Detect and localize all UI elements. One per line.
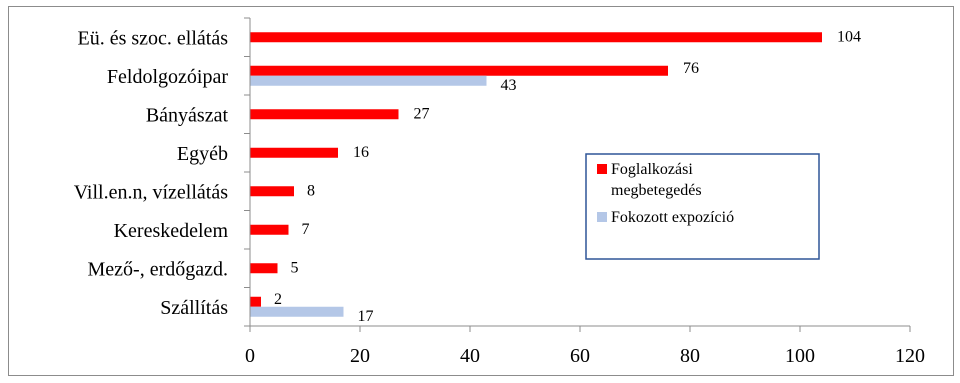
category-label: Kereskedelem [114, 220, 229, 242]
x-tick-label: 60 [570, 345, 590, 367]
x-tick-label: 20 [350, 345, 370, 367]
legend-swatch [597, 164, 607, 174]
axes-group: 0 20 40 60 80 100 120 [244, 17, 925, 367]
bar-foglalkozási-megbetegedés [250, 263, 278, 274]
data-label: 2 [274, 291, 282, 308]
bar-foglalkozási-megbetegedés [250, 147, 338, 158]
bar-foglalkozási-megbetegedés [250, 109, 399, 120]
legend-swatch [597, 212, 607, 222]
category-label: Bányászat [146, 104, 229, 126]
x-tick-label: 80 [680, 345, 700, 367]
bar-foglalkozási-megbetegedés [250, 224, 289, 235]
data-label: 5 [291, 259, 299, 276]
category-label: Vill.en.n, vízellátás [74, 181, 229, 203]
data-label: 17 [358, 308, 374, 325]
category-label: Szállítás [160, 297, 228, 319]
bar-foglalkozási-megbetegedés [250, 65, 668, 76]
legend-label: Fokozott expozíció [611, 209, 734, 226]
bar-fokozott-expozíció [250, 75, 487, 86]
data-label: 76 [683, 60, 699, 77]
data-label: 27 [414, 105, 430, 122]
bar-foglalkozási-megbetegedés [250, 296, 261, 307]
legend-box [585, 153, 820, 260]
bar-foglalkozási-megbetegedés [250, 32, 822, 43]
category-label: Egyéb [177, 143, 228, 165]
data-label: 8 [307, 182, 315, 199]
x-tick-label: 120 [895, 345, 925, 367]
category-label: Mező-, erdőgazd. [88, 258, 229, 280]
legend: Foglalkozási megbetegedés Fokozott expozíc… [585, 153, 820, 260]
data-label: 104 [837, 28, 861, 45]
x-tick-label: 40 [460, 345, 480, 367]
category-label: Eü. és szoc. ellátás [78, 27, 229, 49]
legend-label: Foglalkozási [611, 161, 693, 178]
data-label: 7 [302, 221, 310, 238]
x-tick-label: 0 [245, 345, 255, 367]
category-label: Feldolgozóipar [107, 66, 228, 88]
category-labels-group: Eü. és szoc. ellátás Feldolgozóipar Bányás… [74, 27, 229, 319]
data-label: 16 [353, 144, 369, 161]
data-label: 43 [501, 77, 517, 94]
bar-fokozott-expozíció [250, 306, 344, 317]
bars-group [250, 32, 822, 317]
bar-foglalkozási-megbetegedés [250, 186, 294, 197]
legend-label: megbetegedés [611, 182, 702, 199]
x-tick-label: 100 [785, 345, 815, 367]
